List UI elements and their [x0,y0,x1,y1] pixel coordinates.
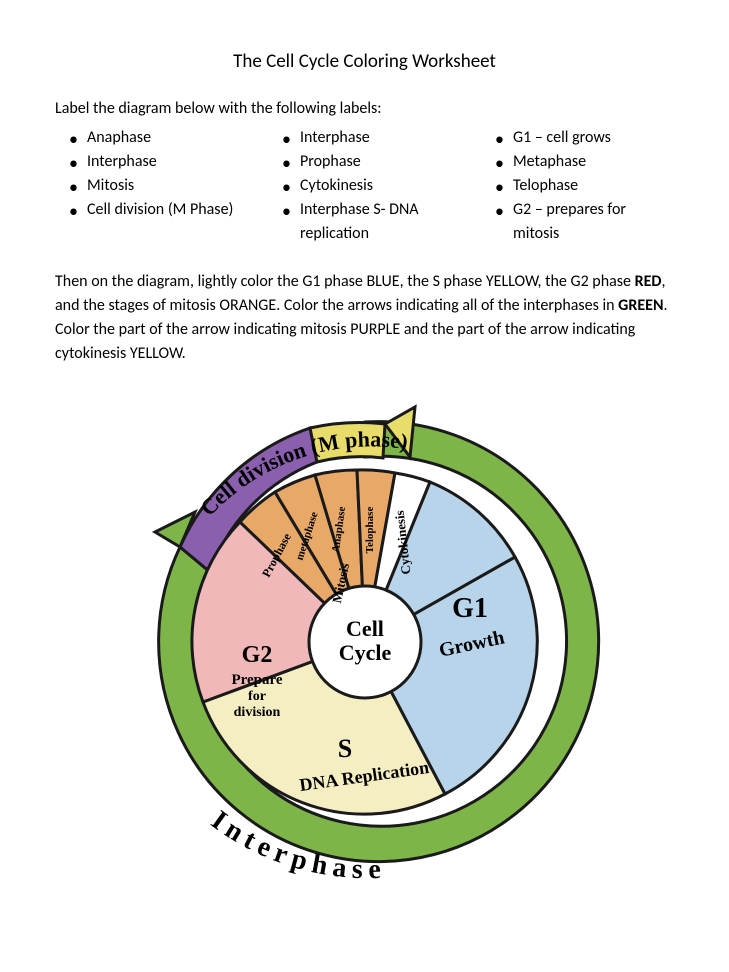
label-col-2: Interphase Prophase Cytokinesis Interpha… [268,126,461,246]
cell-cycle-diagram: Cell Cycle G1 Growth S DNA Replication G… [85,362,645,922]
label-item: G2 – prepares for mitosis [501,198,674,246]
instr-bold: GREEN [618,296,663,315]
instr-bold: RED [635,272,662,291]
page-title: The Cell Cycle Coloring Worksheet [55,50,674,73]
label-item: Cytokinesis [288,174,461,198]
center-label: Cycle [338,640,391,665]
label-item: G1 – cell grows [501,126,674,150]
label-item: Interphase S- DNA replication [288,198,461,246]
label-col-1: Anaphase Interphase Mitosis Cell divisio… [55,126,248,246]
instruction-color: Then on the diagram, lightly color the G… [55,270,674,366]
label-item: Interphase [75,150,248,174]
label-item: Mitosis [75,174,248,198]
instr-text: Then on the diagram, lightly color the G… [55,272,635,291]
s-label: S [337,734,351,763]
center-label: Cell [346,616,384,641]
label-columns: Anaphase Interphase Mitosis Cell divisio… [55,126,674,246]
label-col-3: G1 – cell grows Metaphase Telophase G2 –… [481,126,674,246]
g2-label: for [248,689,266,704]
g2-label: G2 [241,642,272,668]
mitosis-sublabel: Telophase [364,507,376,554]
label-item: Cell division (M Phase) [75,198,248,222]
label-item: Telophase [501,174,674,198]
g2-label: Prepare [231,672,282,688]
instruction-label: Label the diagram below with the followi… [55,99,674,118]
label-item: Prophase [288,150,461,174]
label-item: Metaphase [501,150,674,174]
label-item: Anaphase [75,126,248,150]
g1-label: G1 [452,593,488,624]
label-item: Interphase [288,126,461,150]
diagram-container: Cell Cycle G1 Growth S DNA Replication G… [55,362,674,922]
g2-label: division [233,705,280,720]
